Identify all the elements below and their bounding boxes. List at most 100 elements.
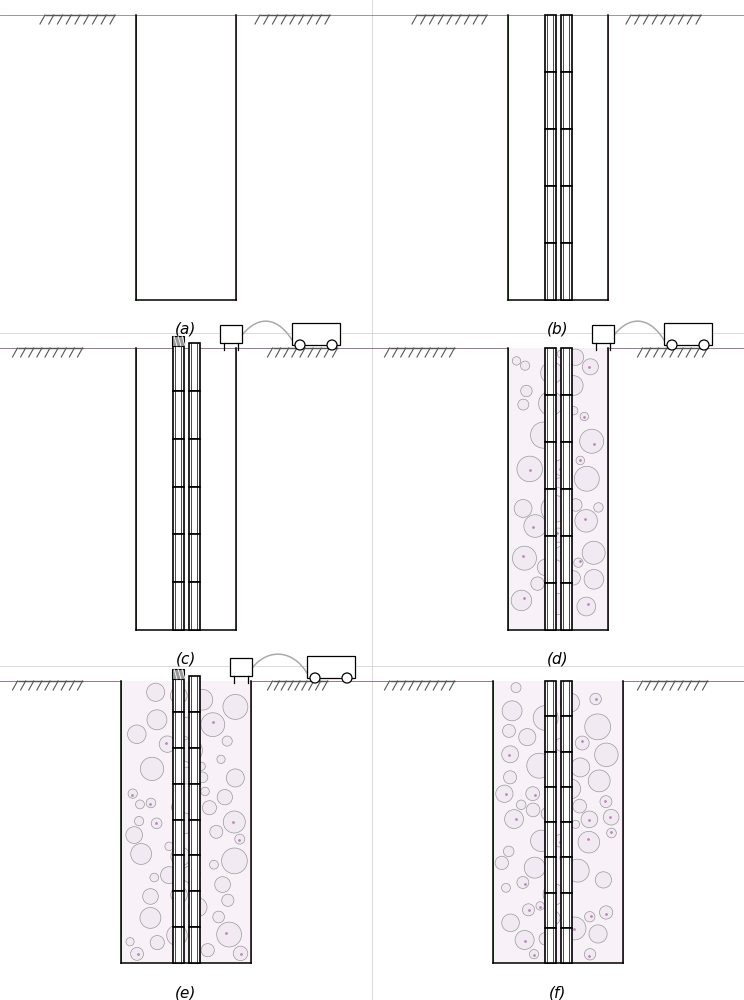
- Circle shape: [182, 865, 200, 883]
- Circle shape: [513, 357, 521, 365]
- Circle shape: [517, 456, 542, 482]
- Bar: [188, 927, 199, 963]
- Text: (b): (b): [547, 322, 569, 337]
- Bar: [560, 489, 571, 536]
- Circle shape: [210, 860, 218, 869]
- Circle shape: [514, 500, 532, 517]
- Circle shape: [178, 767, 195, 784]
- Bar: [173, 676, 184, 712]
- Bar: [560, 243, 571, 300]
- Circle shape: [561, 752, 569, 761]
- Circle shape: [530, 422, 557, 448]
- Bar: [560, 752, 571, 787]
- Circle shape: [179, 739, 202, 763]
- Circle shape: [189, 926, 199, 936]
- Circle shape: [135, 816, 144, 826]
- Circle shape: [147, 683, 164, 701]
- Bar: [188, 582, 199, 630]
- Bar: [188, 391, 199, 439]
- Circle shape: [557, 350, 565, 358]
- Circle shape: [526, 787, 539, 801]
- Circle shape: [554, 835, 566, 847]
- Bar: [230, 658, 252, 676]
- Circle shape: [546, 911, 560, 925]
- Circle shape: [578, 831, 600, 853]
- Circle shape: [222, 848, 247, 874]
- Circle shape: [201, 787, 209, 796]
- Circle shape: [217, 922, 242, 947]
- Circle shape: [222, 894, 234, 906]
- Bar: [545, 442, 556, 489]
- Circle shape: [580, 429, 603, 453]
- Circle shape: [170, 687, 187, 704]
- Circle shape: [511, 590, 532, 611]
- Circle shape: [131, 947, 144, 960]
- Circle shape: [574, 466, 599, 491]
- Bar: [592, 325, 614, 343]
- Bar: [220, 325, 242, 343]
- Circle shape: [603, 809, 619, 825]
- Circle shape: [569, 406, 578, 415]
- Circle shape: [568, 349, 584, 365]
- Circle shape: [504, 846, 514, 857]
- Circle shape: [197, 772, 208, 783]
- Circle shape: [502, 701, 522, 721]
- Bar: [545, 489, 556, 536]
- Circle shape: [188, 898, 207, 917]
- Bar: [173, 820, 184, 855]
- Bar: [173, 487, 184, 534]
- Bar: [545, 583, 556, 630]
- Circle shape: [581, 811, 597, 828]
- Circle shape: [213, 911, 225, 923]
- Circle shape: [513, 546, 536, 570]
- Circle shape: [150, 936, 164, 950]
- Circle shape: [143, 889, 158, 904]
- Circle shape: [502, 724, 516, 737]
- Circle shape: [699, 340, 709, 350]
- Bar: [560, 681, 571, 716]
- Bar: [560, 186, 571, 243]
- Circle shape: [559, 853, 570, 863]
- Bar: [545, 716, 556, 752]
- Circle shape: [222, 736, 232, 746]
- Bar: [173, 855, 184, 891]
- Bar: [545, 892, 556, 928]
- Circle shape: [584, 949, 596, 960]
- Circle shape: [553, 460, 569, 476]
- Bar: [307, 656, 355, 678]
- Bar: [560, 928, 571, 963]
- Circle shape: [128, 789, 138, 798]
- Circle shape: [310, 673, 320, 683]
- Circle shape: [173, 708, 182, 717]
- Circle shape: [573, 799, 586, 813]
- Circle shape: [566, 571, 580, 585]
- Circle shape: [515, 930, 534, 950]
- Circle shape: [667, 340, 677, 350]
- Circle shape: [564, 438, 572, 446]
- Circle shape: [201, 713, 225, 737]
- Circle shape: [518, 399, 529, 410]
- Circle shape: [511, 683, 521, 693]
- Bar: [173, 927, 184, 963]
- Circle shape: [501, 914, 519, 932]
- Bar: [560, 348, 571, 395]
- Text: (c): (c): [176, 652, 196, 667]
- Circle shape: [589, 925, 607, 943]
- Bar: [494, 681, 622, 963]
- Circle shape: [126, 938, 134, 946]
- Circle shape: [161, 867, 178, 884]
- Circle shape: [516, 800, 526, 810]
- Bar: [560, 583, 571, 630]
- Bar: [545, 752, 556, 787]
- Circle shape: [537, 559, 554, 576]
- Circle shape: [504, 810, 524, 829]
- Bar: [292, 323, 340, 345]
- Bar: [172, 669, 184, 679]
- Circle shape: [146, 798, 155, 808]
- Text: (f): (f): [549, 985, 567, 1000]
- Bar: [545, 395, 556, 442]
- Bar: [545, 681, 556, 716]
- Text: (a): (a): [176, 322, 196, 337]
- Bar: [173, 582, 184, 630]
- Circle shape: [569, 499, 582, 511]
